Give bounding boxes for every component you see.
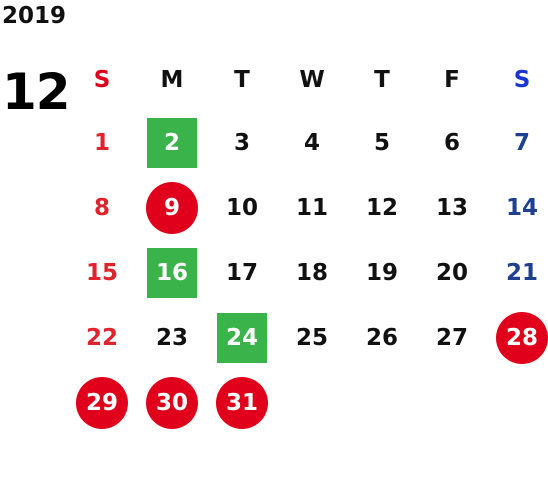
- day-cell: 26: [347, 305, 417, 370]
- day-cell: 11: [277, 175, 347, 240]
- day-27[interactable]: 27: [435, 324, 468, 351]
- day-2[interactable]: 2: [147, 117, 197, 168]
- day-cell: 20: [417, 240, 487, 305]
- day-15[interactable]: 15: [85, 259, 118, 286]
- weekday-cell: T: [347, 50, 417, 110]
- day-24[interactable]: 24: [217, 312, 267, 363]
- calendar-grid: S M T W T F S 1 2 3 4 5 6 7 8 9 10 11 12 13 14 15 16 17 1…: [67, 50, 548, 435]
- day-16[interactable]: 16: [147, 247, 197, 298]
- day-4[interactable]: 4: [303, 129, 320, 156]
- day-cell: 31: [207, 370, 277, 435]
- week-row: 29 30 31: [67, 370, 548, 435]
- day-12[interactable]: 12: [365, 194, 398, 221]
- weekday-cell: F: [417, 50, 487, 110]
- day-cell: 25: [277, 305, 347, 370]
- day-cell: [277, 370, 347, 435]
- weekday-saturday-label: S: [513, 67, 531, 93]
- day-cell: 24: [207, 305, 277, 370]
- day-cell: 18: [277, 240, 347, 305]
- day-cell: 6: [417, 110, 487, 175]
- day-cell: 23: [137, 305, 207, 370]
- day-cell: 22: [67, 305, 137, 370]
- day-18[interactable]: 18: [295, 259, 328, 286]
- day-26[interactable]: 26: [365, 324, 398, 351]
- day-7[interactable]: 7: [513, 129, 530, 156]
- day-6[interactable]: 6: [443, 129, 460, 156]
- day-1[interactable]: 1: [93, 129, 110, 156]
- day-cell: 28: [487, 305, 548, 370]
- weekday-cell: W: [277, 50, 347, 110]
- day-10[interactable]: 10: [225, 194, 258, 221]
- day-23[interactable]: 23: [155, 324, 188, 351]
- weekday-cell: S: [487, 50, 548, 110]
- day-cell: 17: [207, 240, 277, 305]
- day-cell: 14: [487, 175, 548, 240]
- day-cell: 7: [487, 110, 548, 175]
- day-25[interactable]: 25: [295, 324, 328, 351]
- day-22[interactable]: 22: [85, 324, 118, 351]
- day-3[interactable]: 3: [233, 129, 250, 156]
- day-cell: 15: [67, 240, 137, 305]
- weekday-monday-label: M: [160, 67, 184, 93]
- day-cell: 3: [207, 110, 277, 175]
- day-5[interactable]: 5: [373, 129, 390, 156]
- weekday-header-row: S M T W T F S: [67, 50, 548, 110]
- day-cell: [417, 370, 487, 435]
- weekday-wednesday-label: W: [299, 67, 325, 93]
- week-row: 1 2 3 4 5 6 7: [67, 110, 548, 175]
- weekday-thursday-label: T: [374, 67, 390, 93]
- day-13[interactable]: 13: [435, 194, 468, 221]
- day-cell: 13: [417, 175, 487, 240]
- day-cell: 4: [277, 110, 347, 175]
- day-31[interactable]: 31: [216, 376, 268, 429]
- day-cell: 10: [207, 175, 277, 240]
- day-8[interactable]: 8: [93, 194, 110, 221]
- week-row: 8 9 10 11 12 13 14: [67, 175, 548, 240]
- calendar-year: 2019: [2, 3, 67, 29]
- day-11[interactable]: 11: [295, 194, 328, 221]
- day-cell: 27: [417, 305, 487, 370]
- day-cell: 19: [347, 240, 417, 305]
- weekday-sunday-label: S: [93, 67, 111, 93]
- day-cell: 21: [487, 240, 548, 305]
- day-17[interactable]: 17: [225, 259, 258, 286]
- day-21[interactable]: 21: [505, 259, 538, 286]
- day-cell: 12: [347, 175, 417, 240]
- day-cell: 8: [67, 175, 137, 240]
- day-cell: 1: [67, 110, 137, 175]
- weekday-cell: S: [67, 50, 137, 110]
- week-row: 15 16 17 18 19 20 21: [67, 240, 548, 305]
- day-cell: 29: [67, 370, 137, 435]
- day-19[interactable]: 19: [365, 259, 398, 286]
- day-28[interactable]: 28: [496, 311, 548, 364]
- day-cell: 30: [137, 370, 207, 435]
- day-cell: 9: [137, 175, 207, 240]
- weekday-cell: T: [207, 50, 277, 110]
- weekday-tuesday-label: T: [234, 67, 250, 93]
- day-cell: 5: [347, 110, 417, 175]
- day-14[interactable]: 14: [505, 194, 538, 221]
- day-cell: 16: [137, 240, 207, 305]
- day-9[interactable]: 9: [146, 181, 198, 234]
- weeks-container: 1 2 3 4 5 6 7 8 9 10 11 12 13 14 15 16 17 18 19 20 21 22 23 24 2…: [67, 110, 548, 435]
- week-row: 22 23 24 25 26 27 28: [67, 305, 548, 370]
- calendar-month: 12: [2, 63, 71, 121]
- day-cell: [347, 370, 417, 435]
- day-cell: 2: [137, 110, 207, 175]
- day-29[interactable]: 29: [76, 376, 128, 429]
- day-20[interactable]: 20: [435, 259, 468, 286]
- day-30[interactable]: 30: [146, 376, 198, 429]
- weekday-friday-label: F: [444, 67, 460, 93]
- weekday-cell: M: [137, 50, 207, 110]
- day-cell: [487, 370, 548, 435]
